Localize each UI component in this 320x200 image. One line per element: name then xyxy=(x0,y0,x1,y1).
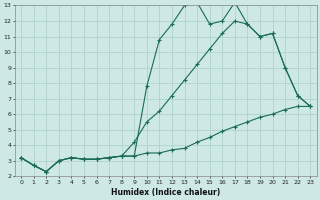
X-axis label: Humidex (Indice chaleur): Humidex (Indice chaleur) xyxy=(111,188,220,197)
